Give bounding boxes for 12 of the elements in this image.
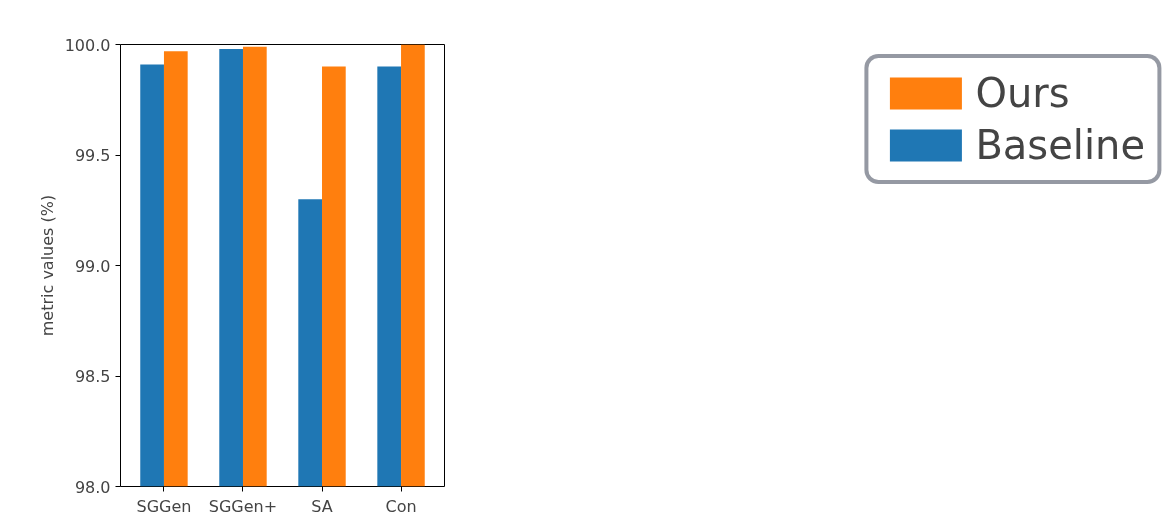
legend-label: Ours [975,70,1070,116]
y-tick-label: 99.0 [74,256,111,276]
x-tick-label: SA [311,496,333,516]
y-axis-title: metric values (%) [37,194,57,337]
y-tick-label: 98.0 [74,477,111,497]
y-tick-label: 100.0 [64,35,111,55]
x-tick-label: SGGen [136,496,192,516]
x-tick-label: SGGen+ [208,496,278,516]
y-tick-label: 99.5 [74,146,111,165]
x-tick-label: Con [385,496,417,516]
legend-label: Baseline [975,122,1145,168]
y-tick-label: 98.5 [74,367,111,386]
